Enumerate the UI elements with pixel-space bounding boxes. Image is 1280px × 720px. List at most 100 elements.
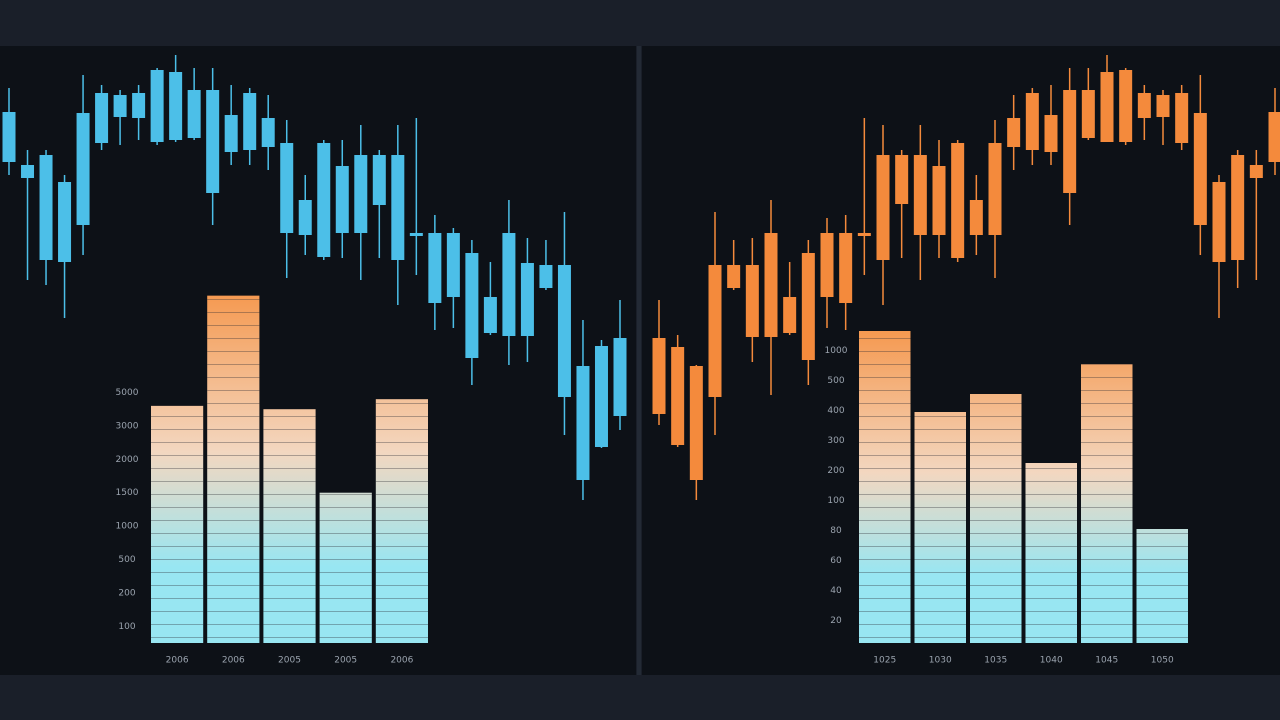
x-tick-label: 2005 [278, 656, 301, 666]
candle-body [951, 143, 965, 258]
candle-body [876, 155, 890, 260]
x-tick-label: 2005 [334, 656, 357, 666]
candle-body [1175, 93, 1189, 143]
candle-body [354, 155, 368, 233]
y-tick-label: 80 [830, 526, 842, 536]
candle-body [21, 165, 35, 178]
candle-body [801, 253, 815, 360]
bar-stripes [375, 399, 428, 643]
candle-body [446, 233, 460, 297]
y-tick-label: 1000 [825, 346, 848, 356]
candle-body [857, 233, 871, 236]
y-tick-label: 20 [830, 616, 842, 626]
candle-body [783, 297, 797, 333]
candle-body [1249, 165, 1263, 178]
y-tick-label: 200 [118, 588, 135, 598]
x-tick-label: 1045 [1095, 656, 1118, 666]
candle-body [594, 346, 608, 447]
candle-body [1268, 112, 1280, 162]
candle-body [969, 200, 983, 235]
candle-body [113, 95, 127, 117]
y-tick-label: 200 [827, 466, 844, 476]
candle-body [483, 297, 497, 333]
y-tick-label: 500 [118, 555, 135, 565]
bar-stripes [151, 405, 204, 643]
candle-body [1231, 155, 1245, 260]
y-tick-label: 3000 [116, 421, 139, 431]
candle-body [2, 112, 16, 162]
candle-body [428, 233, 442, 303]
candle-body [243, 93, 257, 150]
candle-body [820, 233, 834, 297]
candle-body [727, 265, 741, 288]
x-tick-label: 1050 [1151, 656, 1174, 666]
candle-body [652, 338, 666, 414]
candle-body [1212, 182, 1226, 262]
candle-body [280, 143, 294, 233]
candle-body [95, 93, 109, 143]
bar-stripes [319, 492, 372, 643]
candle-body [1081, 90, 1095, 138]
y-tick-label: 2000 [116, 455, 139, 465]
candle-body [613, 338, 627, 416]
x-tick-label: 2006 [222, 656, 245, 666]
y-tick-label: 1500 [116, 488, 139, 498]
candle-body [1137, 93, 1151, 118]
bar-stripes [859, 331, 911, 643]
candle-body [298, 200, 312, 235]
candle-body [169, 72, 183, 140]
candle-body [206, 90, 220, 193]
x-tick-label: 2006 [390, 656, 413, 666]
y-tick-label: 100 [827, 496, 844, 506]
bar-stripes [207, 295, 260, 643]
y-tick-label: 40 [830, 586, 842, 596]
candle-body [187, 90, 201, 138]
bar-stripes [970, 394, 1022, 643]
candle-body [988, 143, 1002, 235]
x-tick-label: 1040 [1040, 656, 1063, 666]
bar-stripes [1081, 364, 1133, 643]
bar-stripes [1136, 529, 1188, 643]
bar-stripes [1025, 463, 1077, 643]
y-tick-label: 400 [827, 406, 844, 416]
candle-body [317, 143, 331, 257]
candle-body [502, 233, 516, 336]
candle-body [1025, 93, 1039, 150]
candle-body [576, 366, 590, 480]
candle-body [1063, 90, 1077, 193]
y-tick-label: 300 [827, 436, 844, 446]
candle-body [1100, 72, 1114, 142]
candle-body [520, 263, 534, 336]
candle-body [224, 115, 238, 152]
candle-body [1044, 115, 1058, 152]
candle-body [1119, 70, 1133, 142]
candle-body [1156, 95, 1170, 117]
candle-body [557, 265, 571, 397]
candle-body [671, 347, 685, 445]
y-tick-label: 60 [830, 556, 842, 566]
candle-body [1007, 118, 1021, 147]
y-tick-label: 1000 [116, 522, 139, 532]
bar-stripes [914, 412, 966, 643]
candle-body [1193, 113, 1207, 225]
candle-body [261, 118, 275, 147]
y-tick-label: 5000 [116, 388, 139, 398]
candle-body [409, 233, 423, 236]
candle-body [539, 265, 553, 288]
candle-body [39, 155, 53, 260]
candle-body [913, 155, 927, 235]
candle-body [895, 155, 909, 204]
candle-body [764, 233, 778, 337]
candle-body [150, 70, 164, 142]
x-tick-label: 2006 [166, 656, 189, 666]
y-tick-label: 100 [118, 622, 135, 632]
candle-body [465, 253, 479, 358]
candle-body [689, 366, 703, 480]
candle-body [76, 113, 90, 225]
candle-body [839, 233, 853, 303]
candle-body [708, 265, 722, 397]
candle-body [932, 166, 946, 235]
y-tick-label: 500 [827, 376, 844, 386]
